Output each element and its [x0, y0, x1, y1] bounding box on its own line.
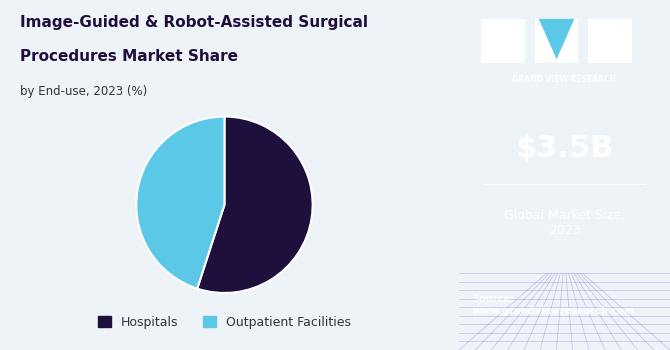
Wedge shape [136, 117, 224, 289]
FancyBboxPatch shape [588, 19, 632, 63]
Text: GRAND VIEW RESEARCH: GRAND VIEW RESEARCH [513, 75, 616, 84]
FancyBboxPatch shape [482, 19, 525, 63]
Wedge shape [197, 117, 313, 293]
Text: Global Market Size,
2023: Global Market Size, 2023 [504, 209, 625, 237]
Polygon shape [539, 19, 574, 59]
Legend: Hospitals, Outpatient Facilities: Hospitals, Outpatient Facilities [92, 310, 357, 335]
Text: Procedures Market Share: Procedures Market Share [20, 49, 238, 64]
FancyBboxPatch shape [535, 19, 578, 63]
Text: Image-Guided & Robot-Assisted Surgical: Image-Guided & Robot-Assisted Surgical [20, 15, 369, 30]
Text: Source:
www.grandviewresearch.com: Source: www.grandviewresearch.com [472, 294, 634, 316]
Text: $3.5B: $3.5B [515, 134, 614, 162]
Text: by End-use, 2023 (%): by End-use, 2023 (%) [20, 85, 147, 98]
